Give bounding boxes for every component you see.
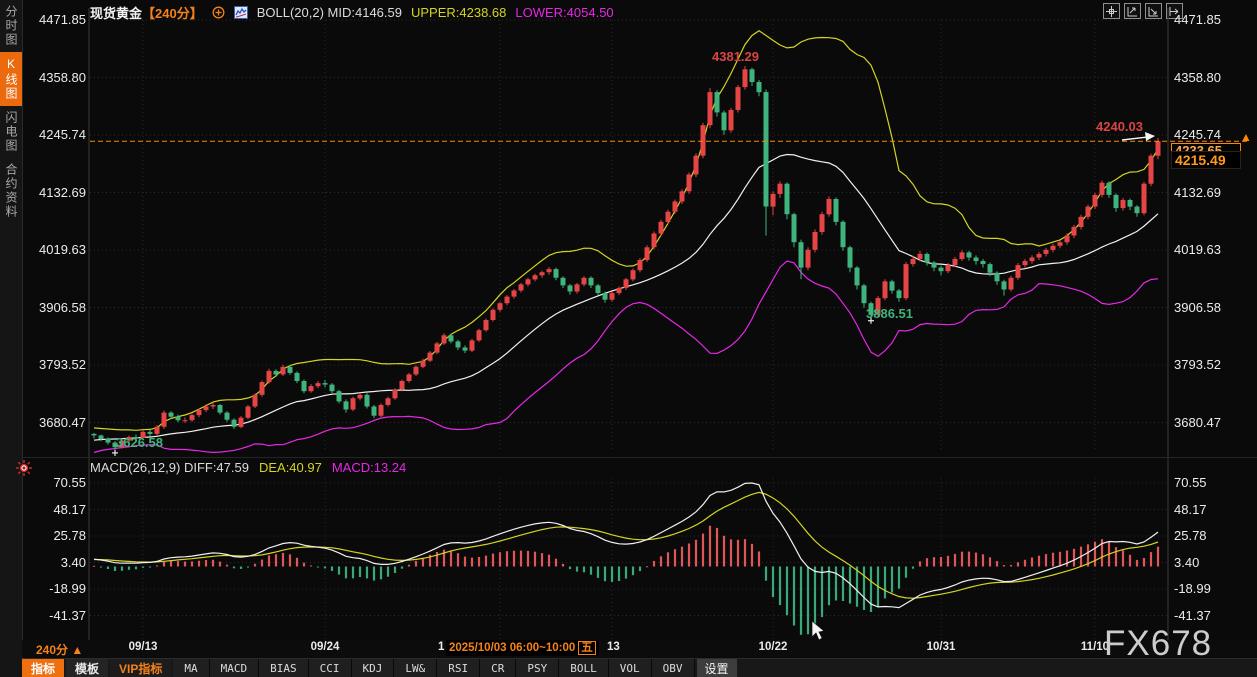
crosshair-icon[interactable] [1103,3,1120,19]
period-selector[interactable]: 240分 ▲ [36,643,84,657]
time-axis: 240分 ▲ 1 2025/10/03 06:00~10:00 五 13 09/1… [22,640,1257,657]
indicator-buttons: MA MACD BIAS CCI KDJ LW& RSI CR PSY BOLL VOL OBV [173,659,695,677]
mini-chart-icon[interactable] [233,5,248,19]
sidebar-tab-lightning[interactable]: 闪电图 [4,111,18,153]
macd-header: MACD(26,12,9) DIFF:47.59 DEA:40.97 MACD:… [90,459,406,475]
indicator-button-rsi[interactable]: RSI [437,659,481,677]
indicator-button-lw[interactable]: LW& [394,659,438,677]
indicator-button-cci[interactable]: CCI [308,659,352,677]
tab-vip-indicators[interactable]: VIP指标 [110,659,172,677]
chart-header: 现货黄金【240分】 BOLL(20,2) MID:4146.59 UPPER:… [90,3,614,21]
time-axis-label: 09/13 [128,641,158,653]
settings-button[interactable]: 设置 [696,659,737,677]
indicator-button-ma[interactable]: MA [173,659,210,677]
axis-fit-icon[interactable] [1124,3,1141,19]
indicator-button-obv[interactable]: OBV [651,659,695,677]
price-tick-left: 4358.80 [39,69,86,85]
tab-templates[interactable]: 模板 [66,659,109,677]
indicator-button-cr[interactable]: CR [480,659,517,677]
macd-tick-left: -41.37 [49,607,86,623]
axis-left-icon[interactable] [1145,3,1162,19]
macd-tick-right: 48.17 [1174,501,1207,517]
macd-tick-right: 25.78 [1174,528,1207,543]
axis-right-icon[interactable] [1166,3,1183,19]
sidebar-tab-timeline[interactable]: 分时图 [4,5,18,47]
boll-upper-value: UPPER:4238.68 [410,4,507,20]
indicator-button-boll[interactable]: BOLL [559,659,609,677]
price-tick-right: 3906.58 [1174,299,1221,315]
price-tick-left: 3680.47 [39,414,86,430]
macd-tick-right: 70.55 [1174,475,1207,490]
price-tick-left: 4132.69 [39,184,86,200]
bar-time-tooltip: 2025/10/03 06:00~10:00 五 [446,640,599,656]
price-tick-left: 4245.74 [39,127,86,142]
price-tick-right: 4245.74 [1174,127,1221,142]
indicator-button-psy[interactable]: PSY [516,659,560,677]
macd-params: MACD(26,12,9) DIFF:47.59 [90,459,249,475]
time-axis-label: 11/10 [1080,641,1110,653]
left-sidebar: 分时图 K线图 闪电图 合约资料 [0,0,23,677]
macd-tick-left: 25.78 [53,528,86,543]
price-tick-right: 4358.80 [1174,69,1221,85]
boll-lower-value: LOWER:4054.50 [515,4,614,20]
macd-tick-left: 48.17 [53,501,86,517]
price-tick-left: 3793.52 [39,357,86,372]
watermark-fx678: FX678 [1104,624,1213,663]
high-price-label: 4381.29 [712,49,759,65]
price-tick-left: 4471.85 [39,12,86,27]
indicator-button-kdj[interactable]: KDJ [351,659,395,677]
indicator-toolbar: 指标 模板 VIP指标 MA MACD BIAS CCI KDJ LW& RSI CR PSY B… [22,658,1257,677]
macd-tick-right: -18.99 [1174,581,1211,596]
boll-values: BOLL(20,2) MID:4146.59 [256,4,402,20]
price-tick-right: 3680.47 [1174,414,1221,430]
indicator-button-macd[interactable]: MACD [209,659,260,677]
price-tick-right: 3793.52 [1174,357,1221,372]
weekday-badge: 五 [578,641,596,655]
chart-tools [1103,3,1183,19]
circle-plus-icon[interactable] [212,6,225,19]
macd-hist-value: MACD:13.24 [331,459,407,475]
macd-dea-value: DEA:40.97 [258,459,322,475]
macd-tick-left: -18.99 [49,581,86,596]
sidebar-tab-contract-info[interactable]: 合约资料 [4,163,18,219]
price-tick-right: 4132.69 [1174,184,1221,200]
indicator-button-vol[interactable]: VOL [608,659,652,677]
price-tick-right: 4019.63 [1174,242,1221,257]
macd-tick-left: 70.55 [53,475,86,490]
time-label-fragment-right: 13 [607,641,620,653]
start-low-price-label: 3626.58 [116,434,163,450]
alert-sun-icon [16,460,32,476]
tab-indicators[interactable]: 指标 [22,659,65,677]
recent-high-label: 4240.03 [1096,119,1143,134]
time-axis-label: 09/24 [310,641,340,653]
low-price-label: 3886.51 [866,305,913,321]
macd-tick-right: -41.37 [1174,607,1211,623]
time-label-fragment-left: 1 [438,641,445,653]
symbol-name: 现货黄金【240分】 [90,5,203,21]
price-tick-left: 3906.58 [39,299,86,315]
indicator-button-bias[interactable]: BIAS [259,659,309,677]
sidebar-tab-candlestick[interactable]: K线图 [0,52,22,106]
jump-to-latest-button[interactable]: ▲ [1240,130,1252,144]
time-axis-label: 10/22 [758,641,788,653]
price-tick-right: 4471.85 [1174,12,1221,27]
macd-tick-left: 3.40 [60,554,86,570]
secondary-price-tag: 4215.49 [1171,151,1241,169]
price-tick-left: 4019.63 [39,242,86,257]
macd-tick-right: 3.40 [1174,554,1200,570]
time-axis-label: 10/31 [926,641,956,653]
